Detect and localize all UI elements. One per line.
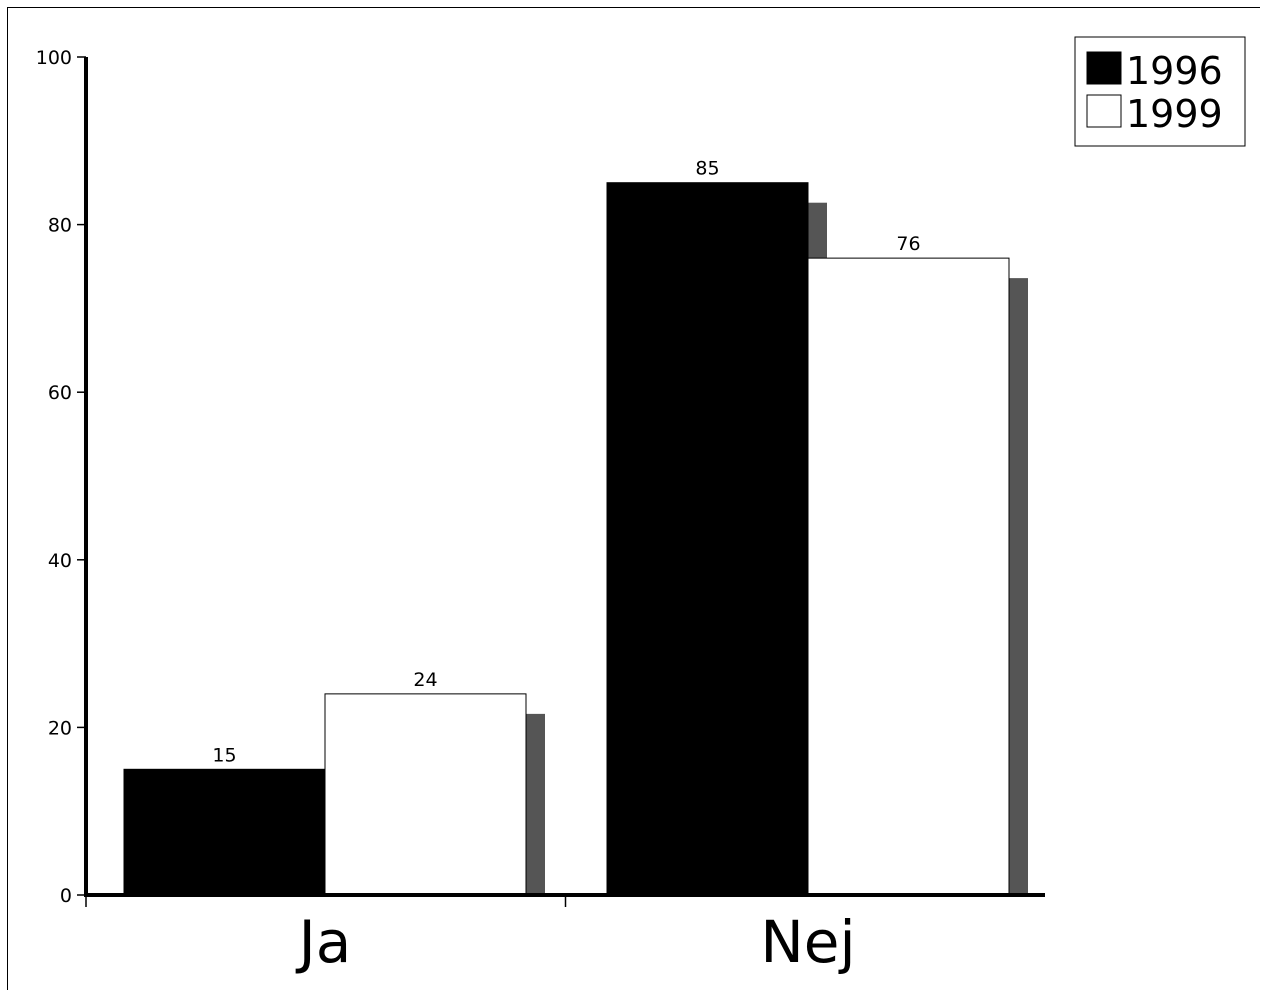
bar-1996-Nej — [606, 182, 809, 896]
data-label: 24 — [413, 669, 437, 691]
bar-1996-Ja — [123, 768, 326, 896]
x-ticks — [85, 895, 567, 907]
bar-shadow — [808, 202, 827, 259]
y-ticks: 0 20 40 60 80 100 — [36, 47, 86, 907]
data-label: 76 — [896, 233, 920, 255]
bar-shadow — [526, 713, 545, 895]
y-tick-label: 100 — [36, 47, 72, 69]
legend-label: 1999 — [1126, 92, 1223, 136]
data-label: 85 — [695, 158, 719, 180]
data-labels: 15 24 85 76 — [212, 158, 920, 767]
bar-1999-Ja — [324, 693, 527, 896]
y-tick-label: 80 — [48, 215, 72, 237]
y-tick-label: 20 — [48, 717, 72, 739]
bar-shadow — [1009, 278, 1028, 895]
bar-1999-Nej — [807, 257, 1010, 896]
bars — [123, 182, 1010, 896]
legend-swatch — [1086, 94, 1122, 128]
legend-swatch — [1086, 51, 1122, 85]
y-tick-label: 40 — [48, 550, 72, 572]
x-tick-label: Nej — [760, 908, 855, 976]
chart-frame — [7, 7, 1260, 990]
y-tick-label: 60 — [48, 382, 72, 404]
y-tick-label: 0 — [60, 885, 72, 907]
bar-shadows — [526, 202, 1028, 895]
category-labels: Ja Nej — [296, 908, 856, 976]
x-tick-label: Ja — [296, 908, 352, 976]
legend-label: 1996 — [1126, 49, 1223, 93]
data-label: 15 — [212, 744, 236, 766]
legend-box — [1074, 36, 1246, 147]
